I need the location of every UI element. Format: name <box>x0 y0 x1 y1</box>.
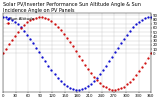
Legend: Sun Altitude, ...: Sun Altitude, ... <box>5 16 35 25</box>
Text: Solar PV/Inverter Performance Sun Altitude Angle & Sun Incidence Angle on PV Pan: Solar PV/Inverter Performance Sun Altitu… <box>3 2 141 13</box>
